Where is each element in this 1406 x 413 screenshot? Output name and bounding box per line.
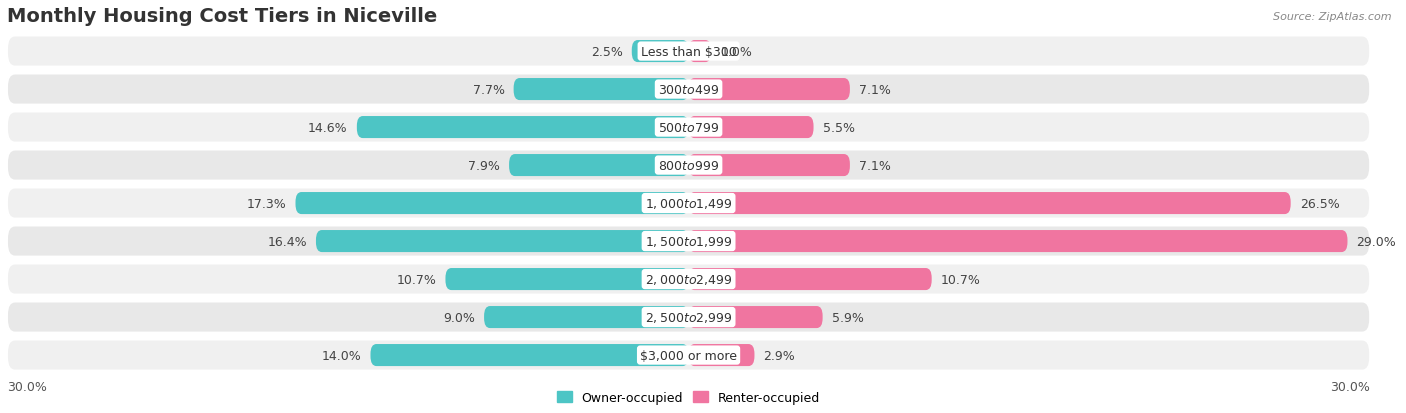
FancyBboxPatch shape [689,268,932,290]
Text: 7.9%: 7.9% [468,159,501,172]
FancyBboxPatch shape [7,74,1371,105]
Legend: Owner-occupied, Renter-occupied: Owner-occupied, Renter-occupied [551,386,825,409]
FancyBboxPatch shape [7,150,1371,181]
Text: 10.7%: 10.7% [396,273,436,286]
FancyBboxPatch shape [631,41,689,63]
Text: 14.0%: 14.0% [322,349,361,362]
FancyBboxPatch shape [689,154,849,177]
Text: 30.0%: 30.0% [7,380,46,393]
Text: 14.6%: 14.6% [308,121,347,134]
FancyBboxPatch shape [7,264,1371,295]
FancyBboxPatch shape [316,230,689,252]
FancyBboxPatch shape [689,117,814,139]
Text: Monthly Housing Cost Tiers in Niceville: Monthly Housing Cost Tiers in Niceville [7,7,437,26]
Text: 5.9%: 5.9% [832,311,863,324]
Text: $3,000 or more: $3,000 or more [640,349,737,362]
FancyBboxPatch shape [370,344,689,366]
FancyBboxPatch shape [7,112,1371,143]
FancyBboxPatch shape [7,339,1371,371]
Text: 26.5%: 26.5% [1299,197,1340,210]
FancyBboxPatch shape [357,117,689,139]
FancyBboxPatch shape [484,306,689,328]
Text: 5.5%: 5.5% [823,121,855,134]
Text: 2.9%: 2.9% [763,349,796,362]
Text: 1.0%: 1.0% [720,45,752,58]
FancyBboxPatch shape [689,41,711,63]
Text: 30.0%: 30.0% [1330,380,1371,393]
Text: 7.1%: 7.1% [859,83,891,96]
Text: $2,000 to $2,499: $2,000 to $2,499 [645,273,733,286]
Text: $1,500 to $1,999: $1,500 to $1,999 [645,235,733,249]
Text: 16.4%: 16.4% [267,235,307,248]
Text: Source: ZipAtlas.com: Source: ZipAtlas.com [1274,12,1392,22]
Text: 17.3%: 17.3% [246,197,287,210]
FancyBboxPatch shape [689,79,849,101]
FancyBboxPatch shape [689,306,823,328]
FancyBboxPatch shape [295,192,689,215]
Text: $800 to $999: $800 to $999 [658,159,720,172]
Text: $500 to $799: $500 to $799 [658,121,720,134]
FancyBboxPatch shape [7,302,1371,333]
Text: 7.1%: 7.1% [859,159,891,172]
Text: $1,000 to $1,499: $1,000 to $1,499 [645,197,733,211]
FancyBboxPatch shape [513,79,689,101]
FancyBboxPatch shape [509,154,689,177]
FancyBboxPatch shape [689,192,1291,215]
FancyBboxPatch shape [689,344,755,366]
Text: 2.5%: 2.5% [591,45,623,58]
Text: 10.7%: 10.7% [941,273,980,286]
FancyBboxPatch shape [7,226,1371,257]
Text: $300 to $499: $300 to $499 [658,83,720,96]
FancyBboxPatch shape [689,230,1347,252]
FancyBboxPatch shape [446,268,689,290]
FancyBboxPatch shape [7,188,1371,219]
Text: 7.7%: 7.7% [472,83,505,96]
FancyBboxPatch shape [7,36,1371,67]
Text: Less than $300: Less than $300 [641,45,737,58]
Text: 29.0%: 29.0% [1357,235,1396,248]
Text: 9.0%: 9.0% [443,311,475,324]
Text: $2,500 to $2,999: $2,500 to $2,999 [645,310,733,324]
